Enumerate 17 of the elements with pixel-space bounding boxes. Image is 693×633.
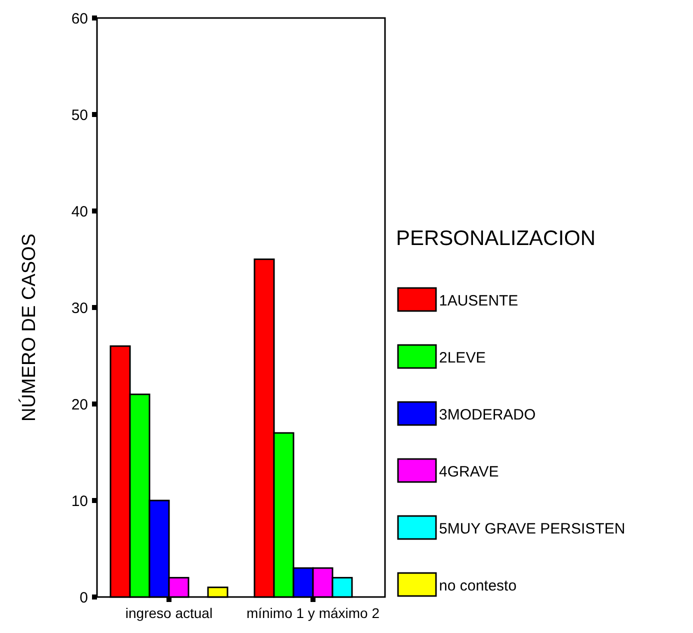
x-tick-label: ingreso actual (125, 605, 213, 621)
legend-label: 4GRAVE (439, 463, 499, 480)
y-tick-label: 50 (71, 106, 88, 124)
legend-label: 2LEVE (439, 349, 486, 366)
legend-label: no contesto (439, 577, 517, 594)
x-tick-label: mínimo 1 y máximo 2 (246, 605, 380, 621)
y-axis-title: NÚMERO DE CASOS (18, 234, 40, 422)
legend-label: 1AUSENTE (439, 292, 518, 310)
y-tick-label: 0 (80, 589, 88, 606)
y-tick-label: 40 (71, 203, 88, 220)
legend-label: 3MODERADO (439, 406, 536, 424)
legend-title: PERSONALIZACION (396, 227, 596, 250)
legend-label: 5MUY GRAVE PERSISTEN (439, 520, 626, 538)
y-tick-label: 60 (71, 10, 88, 28)
y-tick-label: 30 (71, 300, 88, 317)
y-tick-label: 10 (71, 492, 88, 510)
y-tick-label: 20 (71, 396, 88, 414)
